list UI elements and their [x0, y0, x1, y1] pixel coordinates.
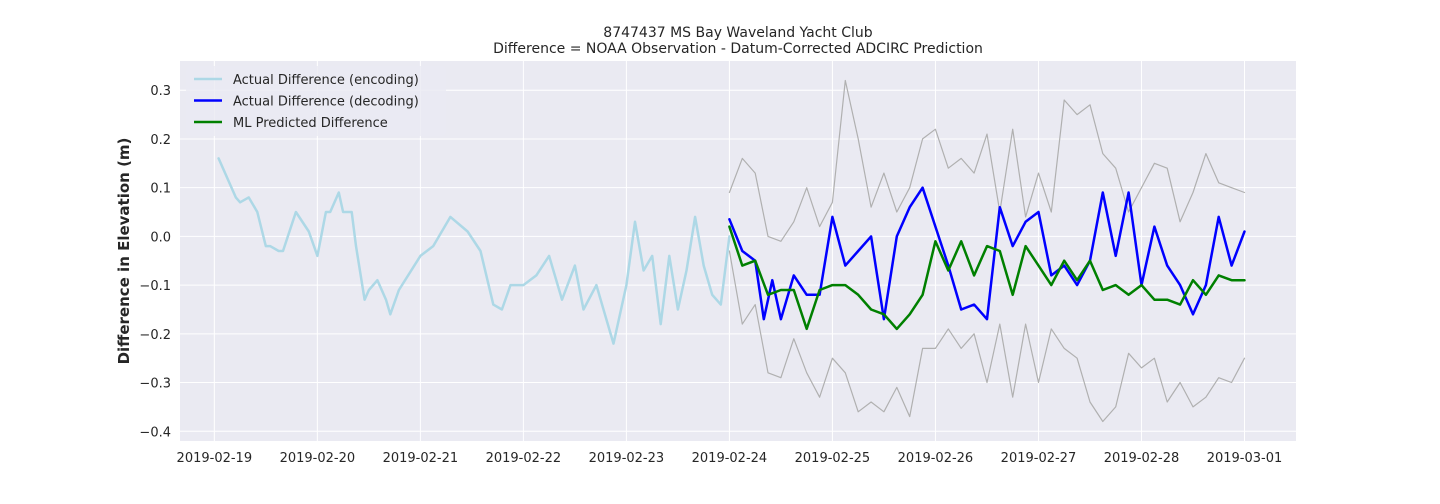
- encoding-series-line: [217, 157, 731, 345]
- y-tick-label: 0.1: [150, 182, 171, 197]
- x-tick-label: 2019-02-19: [177, 451, 253, 466]
- x-tick-label: 2019-02-21: [383, 451, 459, 466]
- y-tick-label: −0.1: [139, 279, 171, 294]
- decoding-series-line: [728, 186, 1246, 321]
- legend-box: [186, 66, 446, 136]
- x-tick-label: 2019-02-24: [692, 451, 768, 466]
- x-tick-label: 2019-02-23: [589, 451, 665, 466]
- y-tick-label: 0.2: [150, 133, 171, 148]
- x-tick-label: 2019-02-27: [1001, 451, 1077, 466]
- x-tick-label: 2019-02-28: [1104, 451, 1180, 466]
- x-tick-label: 2019-02-26: [898, 451, 974, 466]
- legend-label-predicted: ML Predicted Difference: [233, 116, 388, 131]
- upper-bound-series-line: [728, 79, 1246, 242]
- series-layer: [217, 79, 1246, 423]
- y-tick-label: 0.0: [150, 230, 171, 245]
- legend: Actual Difference (encoding) Actual Diffe…: [186, 66, 446, 136]
- y-axis-label: Difference in Elevation (m): [115, 138, 133, 365]
- y-tick-label: −0.3: [139, 377, 171, 392]
- legend-label-encoding: Actual Difference (encoding): [233, 73, 419, 88]
- x-tick-label: 2019-02-25: [795, 451, 871, 466]
- x-tick-label: 2019-02-20: [280, 451, 356, 466]
- legend-label-decoding: Actual Difference (decoding): [233, 95, 419, 110]
- x-tick-label: 2019-02-22: [486, 451, 562, 466]
- y-tick-label: −0.2: [139, 328, 171, 343]
- x-tick-label: 2019-03-01: [1207, 451, 1283, 466]
- lower-bound-series-line: [728, 250, 1246, 423]
- chart-subtitle: Difference = NOAA Observation - Datum-Co…: [493, 41, 983, 57]
- y-tick-label: 0.3: [150, 84, 171, 99]
- y-tick-label: −0.4: [139, 425, 171, 440]
- x-tick-labels: 2019-02-19 2019-02-20 2019-02-21 2019-02-22…: [177, 451, 1283, 466]
- y-tick-labels: −0.4 −0.3 −0.2 −0.1 0.0 0.1 0.2 0.3: [139, 84, 171, 440]
- chart-title: 8747437 MS Bay Waveland Yacht Club: [603, 25, 872, 41]
- predicted-series-line: [728, 225, 1246, 331]
